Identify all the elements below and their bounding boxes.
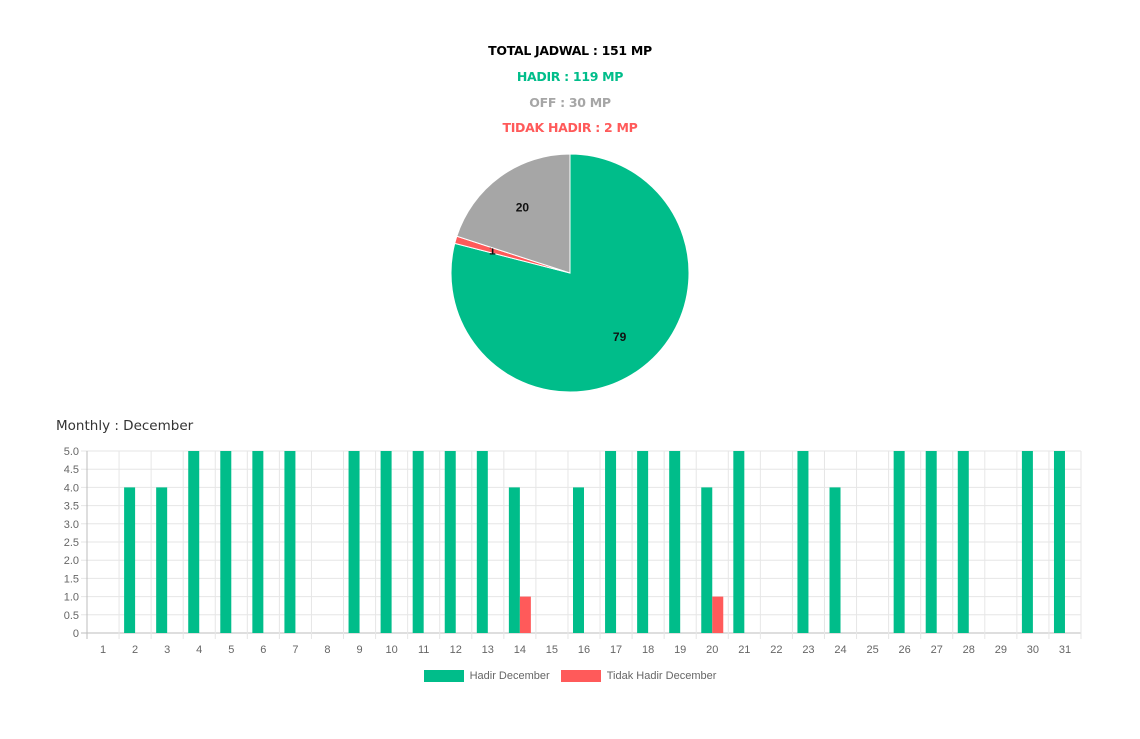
chart-legend: Hadir December Tidak Hadir December — [0, 670, 1140, 683]
x-tick-label: 20 — [706, 644, 718, 656]
x-tick-label: 22 — [770, 644, 782, 656]
bar-hadir-december-21[interactable] — [733, 451, 745, 633]
summary-tidak-hadir: TIDAK HADIR : 2 MP — [502, 120, 638, 135]
bar-tidak-hadir-december-20[interactable] — [712, 596, 724, 633]
x-tick-label: 18 — [642, 644, 654, 656]
bar-hadir-december-4[interactable] — [188, 451, 200, 633]
x-tick-label: 12 — [450, 644, 462, 656]
summary-hadir: HADIR : 119 MP — [516, 69, 624, 84]
x-tick-label: 25 — [866, 644, 878, 656]
legend-label-hadir: Hadir December — [469, 670, 550, 683]
bar-hadir-december-17[interactable] — [605, 451, 617, 633]
bar-hadir-december-30[interactable] — [1021, 451, 1033, 633]
x-tick-label: 15 — [546, 644, 558, 656]
legend-label-tidak-hadir: Tidak Hadir December — [606, 670, 717, 683]
bar-hadir-december-19[interactable] — [669, 451, 681, 633]
y-tick-label: 5.0 — [64, 446, 79, 458]
bar-hadir-december-24[interactable] — [829, 487, 841, 633]
x-tick-label: 31 — [1059, 644, 1071, 656]
y-tick-label: 1.5 — [64, 573, 79, 585]
bar-hadir-december-9[interactable] — [348, 451, 360, 633]
y-tick-label: 2.5 — [64, 537, 79, 549]
x-tick-label: 17 — [610, 644, 622, 656]
x-tick-label: 27 — [931, 644, 943, 656]
x-tick-label: 28 — [963, 644, 975, 656]
y-tick-label: 1.0 — [64, 592, 79, 604]
pie-label-hadir: 79 — [613, 330, 627, 344]
bar-hadir-december-6[interactable] — [252, 451, 264, 633]
x-tick-label: 24 — [834, 644, 846, 656]
bar-hadir-december-16[interactable] — [573, 487, 584, 633]
bar-hadir-december-28[interactable] — [957, 451, 969, 633]
summary-total: TOTAL JADWAL : 151 MP — [488, 43, 652, 58]
bar-hadir-december-10[interactable] — [380, 451, 392, 633]
x-tick-label: 29 — [995, 644, 1007, 656]
bar-hadir-december-27[interactable] — [925, 451, 937, 633]
bar-hadir-december-12[interactable] — [444, 451, 456, 633]
y-tick-label: 3.5 — [64, 501, 79, 513]
x-tick-label: 13 — [482, 644, 494, 656]
y-tick-label: 3.0 — [64, 519, 79, 531]
y-tick-label: 4.5 — [64, 464, 79, 476]
x-tick-label: 6 — [260, 644, 266, 656]
bar-hadir-december-13[interactable] — [476, 451, 488, 633]
legend-item-tidak-hadir[interactable]: Tidak Hadir December — [560, 670, 717, 683]
x-tick-label: 21 — [738, 644, 750, 656]
bar-hadir-december-7[interactable] — [284, 451, 296, 633]
x-tick-label: 4 — [196, 644, 202, 656]
x-tick-label: 9 — [356, 644, 362, 656]
bar-hadir-december-31[interactable] — [1053, 451, 1065, 633]
x-tick-label: 10 — [385, 644, 397, 656]
y-tick-label: 0 — [73, 628, 79, 640]
pie-label-tidak-hadir: 1 — [489, 243, 496, 257]
summary-off: OFF : 30 MP — [529, 95, 611, 110]
legend-item-hadir[interactable]: Hadir December — [423, 670, 550, 683]
bar-hadir-december-3[interactable] — [156, 487, 168, 633]
x-tick-label: 11 — [418, 644, 429, 656]
x-tick-label: 26 — [899, 644, 911, 656]
x-tick-label: 14 — [514, 644, 526, 656]
x-tick-label: 16 — [578, 644, 590, 656]
y-tick-label: 0.5 — [64, 610, 79, 622]
x-tick-label: 8 — [324, 644, 330, 656]
legend-swatch-tidak-hadir — [560, 670, 601, 683]
y-tick-label: 2.0 — [64, 555, 79, 567]
bar-hadir-december-23[interactable] — [797, 451, 809, 633]
bar-hadir-december-5[interactable] — [220, 451, 232, 633]
bar-hadir-december-26[interactable] — [893, 451, 905, 633]
y-tick-label: 4.0 — [64, 482, 79, 494]
x-tick-label: 7 — [292, 644, 298, 656]
bar-hadir-december-2[interactable] — [124, 487, 136, 633]
x-tick-label: 19 — [674, 644, 686, 656]
bar-hadir-december-11[interactable] — [412, 451, 424, 633]
x-tick-label: 5 — [228, 644, 234, 656]
x-tick-label: 3 — [164, 644, 170, 656]
bar-hadir-december-20[interactable] — [701, 487, 713, 633]
x-tick-label: 1 — [100, 644, 106, 656]
pie-label-off: 20 — [516, 201, 530, 215]
x-tick-label: 30 — [1027, 644, 1039, 656]
pie-slice-off[interactable] — [456, 153, 571, 274]
monthly-title: Monthly : December — [56, 418, 194, 434]
bar-tidak-hadir-december-14[interactable] — [519, 596, 531, 633]
bar-hadir-december-14[interactable] — [508, 487, 520, 633]
pie-chart: 79 1 20 — [450, 153, 690, 393]
x-tick-label: 2 — [132, 644, 138, 656]
x-tick-label: 23 — [802, 644, 814, 656]
legend-swatch-hadir — [423, 670, 464, 683]
bar-hadir-december-18[interactable] — [637, 451, 649, 633]
